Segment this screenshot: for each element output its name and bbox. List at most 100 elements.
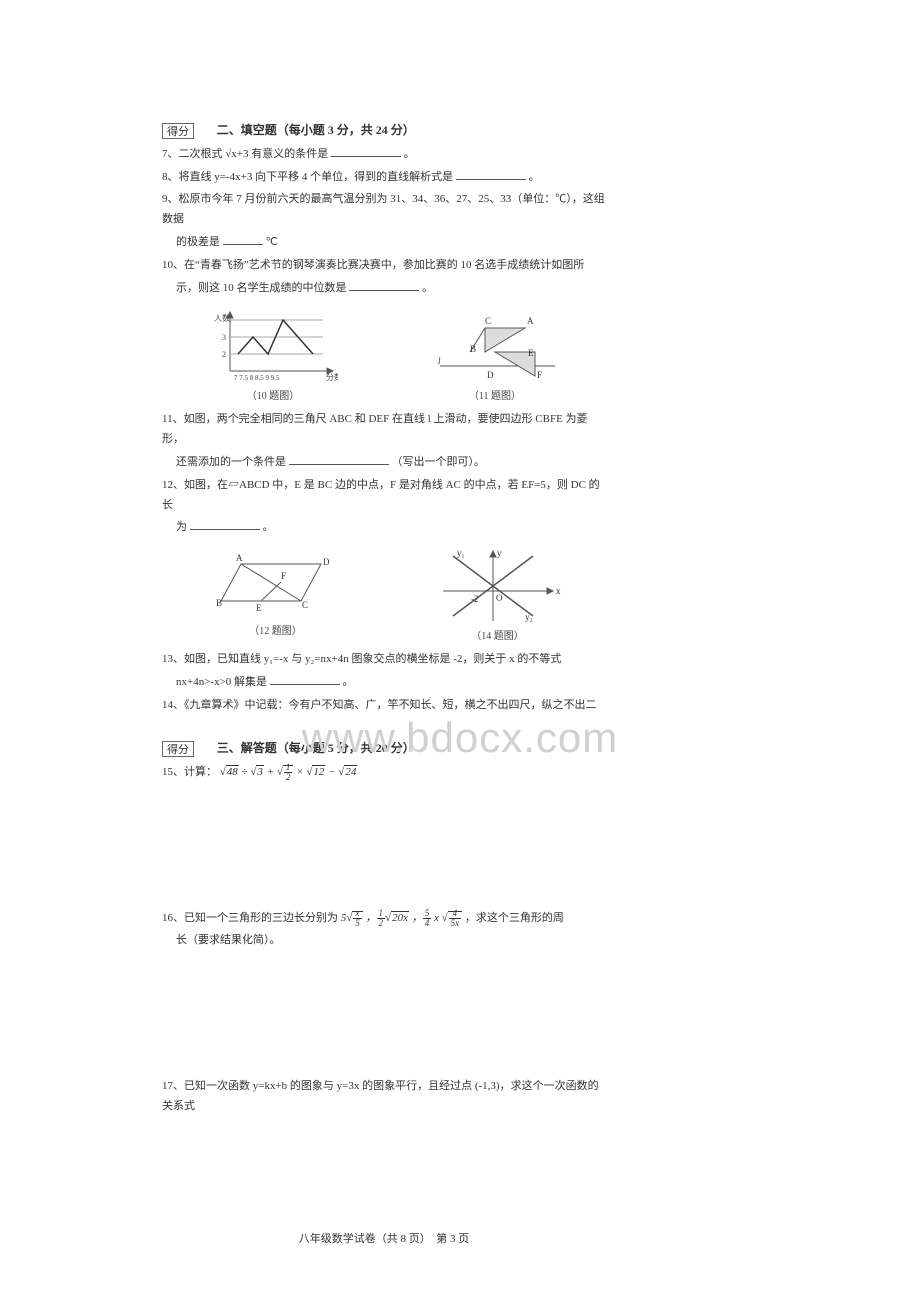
svg-text:C: C (485, 316, 491, 326)
svg-text:y₂: y₂ (525, 612, 533, 622)
svg-text:x: x (556, 586, 561, 596)
q16-workarea[interactable] (162, 954, 606, 1074)
question-12-line2: 为 。 (176, 518, 606, 538)
question-10-line2: 示，则这 10 名学生成绩的中位数是 。 (176, 279, 606, 299)
svg-text:O: O (496, 593, 503, 603)
figure-12: A D B C E F （12 题图） (206, 546, 346, 646)
question-13-line1: 13、如图，已知直线 y₁=-x 与 y₂=nx+4n 图象交点的横坐标是 -2… (162, 650, 606, 670)
fig10-caption: （10 题图） (208, 388, 338, 406)
fig14-caption: （14 题图） (433, 628, 563, 646)
svg-text:E: E (256, 603, 262, 613)
q15-workarea[interactable] (162, 786, 606, 906)
svg-text:C: C (302, 600, 308, 610)
fig11-caption: （11 题图） (430, 388, 560, 406)
q14a: 14、《九章算术》中记载：今有户不知高、广，竿不知长、短，横之不出四尺，纵之不出… (162, 699, 597, 711)
question-10-line1: 10、在“青春飞扬”艺术节的钢琴演奏比赛决赛中，参加比赛的 10 名选手成绩统计… (162, 256, 606, 276)
figure-14: x y -2 O y₁ y₂ （14 题图） (433, 546, 563, 646)
q10b: 示，则这 10 名学生成绩的中位数是 (176, 282, 347, 294)
svg-text:D: D (487, 370, 494, 380)
q11-blank[interactable] (289, 453, 389, 465)
q9a: 9、松原市今年 7 月份前六天的最高气温分别为 31、34、36、27、25、3… (162, 193, 605, 225)
q11-end: （写出一个即可）。 (392, 456, 486, 468)
svg-text:B: B (470, 344, 476, 354)
figure-10-svg: 人数 3 2 分数 7 7.5 8 8.5 9 9.5 (208, 306, 338, 386)
q12-blank[interactable] (190, 518, 260, 530)
q17-text: 17、已知一次函数 y=kx+b 的图象与 y=3x 的图象平行，且经过点 (-… (162, 1080, 599, 1112)
question-13-line2: nx+4n>-x>0 解集是 。 (176, 673, 606, 693)
question-17: 17、已知一次函数 y=kx+b 的图象与 y=3x 的图象平行，且经过点 (-… (162, 1077, 606, 1117)
question-12-line1: 12、如图，在▱ABCD 中，E 是 BC 边的中点，F 是对角线 AC 的中点… (162, 476, 606, 516)
question-16-line1: 16、已知一个三角形的三边长分别为 5x5 ，1220x ，54 x 45x ，… (162, 909, 606, 929)
page3-footer-text: 八年级数学试卷（共 8 页） 第 3 页 (299, 1233, 470, 1245)
question-11-line1: 11、如图，两个完全相同的三角尺 ABC 和 DEF 在直线 l 上滑动，要使四… (162, 410, 606, 450)
svg-text:F: F (537, 370, 542, 380)
section-3-header: 得分 三、解答题（每小题 5 分，共 20 分） (162, 738, 606, 760)
svg-text:y₁: y₁ (457, 548, 465, 558)
q7-text: 7、二次根式 √x+3 有意义的条件是 (162, 148, 328, 160)
svg-text:A: A (527, 316, 534, 326)
svg-text:-2: -2 (471, 594, 479, 604)
svg-text:D: D (323, 557, 330, 567)
q7-end: 。 (404, 148, 415, 160)
q16c: 长（要求结果化简）。 (176, 934, 281, 946)
q13-blank[interactable] (270, 673, 340, 685)
q8-end: 。 (529, 171, 540, 183)
svg-text:人数: 人数 (214, 313, 230, 323)
q9b: 的极差是 (176, 236, 220, 248)
q11b: 还需添加的一个条件是 (176, 456, 286, 468)
q10-end: 。 (422, 282, 433, 294)
svg-text:F: F (281, 571, 286, 581)
question-7: 7、二次根式 √x+3 有意义的条件是 。 (162, 145, 606, 165)
section-2-header: 得分 二、填空题（每小题 3 分，共 24 分） (162, 120, 606, 142)
q8-text: 8、将直线 y=-4x+3 向下平移 4 个单位，得到的直线解析式是 (162, 171, 453, 183)
fig12-caption: （12 题图） (206, 623, 346, 641)
section-3-title: 三、解答题（每小题 5 分，共 20 分） (217, 738, 415, 760)
figure-row-10-11: 人数 3 2 分数 7 7.5 8 8.5 9 9.5 （10 题图） C A … (162, 306, 606, 406)
q13a: 13、如图，已知直线 y₁=-x 与 y₂=nx+4n 图象交点的横坐标是 -2… (162, 653, 561, 665)
q10-blank[interactable] (349, 279, 419, 291)
q9-end: ℃ (266, 236, 278, 248)
q16a: 16、已知一个三角形的三边长分别为 (162, 912, 338, 924)
figure-12-svg: A D B C E F (206, 546, 346, 621)
figure-row-12-14: A D B C E F （12 题图） x y (162, 546, 606, 646)
q12-end: 。 (263, 521, 274, 533)
page3-footer: 八年级数学试卷（共 8 页） 第 3 页 (162, 1230, 606, 1250)
svg-text:E: E (528, 348, 534, 358)
question-9-line2: 的极差是 ℃ (176, 233, 606, 253)
question-15: 15、计算： 48 ÷ 3 + 12 × 12 − 24 (162, 763, 606, 783)
q7-blank[interactable] (331, 145, 401, 157)
q12b: 为 (176, 521, 187, 533)
q13-end: 。 (343, 676, 354, 688)
q11a: 11、如图，两个完全相同的三角尺 ABC 和 DEF 在直线 l 上滑动，要使四… (162, 413, 588, 445)
score-box-3: 得分 (162, 741, 194, 757)
figure-10: 人数 3 2 分数 7 7.5 8 8.5 9 9.5 （10 题图） (208, 306, 338, 406)
question-11-line2: 还需添加的一个条件是 （写出一个即可）。 (176, 453, 606, 473)
svg-text:A: A (236, 553, 243, 563)
svg-text:分数: 分数 (326, 372, 338, 382)
q8-blank[interactable] (456, 168, 526, 180)
figure-11-svg: C A B E D F l (430, 306, 560, 386)
svg-text:7 7.5 8 8.5 9 9.5: 7 7.5 8 8.5 9 9.5 (234, 374, 280, 382)
exam-page-3: 得分 三、解答题（每小题 5 分，共 20 分） 15、计算： 48 ÷ 3 +… (162, 720, 606, 1250)
svg-text:B: B (216, 598, 222, 608)
section-2-title: 二、填空题（每小题 3 分，共 24 分） (217, 120, 415, 142)
svg-text:3: 3 (222, 333, 226, 342)
question-16-line2: 长（要求结果化简）。 (176, 931, 606, 951)
q12a: 12、如图，在▱ABCD 中，E 是 BC 边的中点，F 是对角线 AC 的中点… (162, 479, 600, 511)
svg-text:l: l (438, 356, 441, 366)
svg-text:2: 2 (222, 350, 226, 359)
q15-label: 15、计算： (162, 766, 217, 778)
q17-workarea[interactable] (162, 1120, 606, 1220)
q10a: 10、在“青春飞扬”艺术节的钢琴演奏比赛决赛中，参加比赛的 10 名选手成绩统计… (162, 259, 584, 271)
question-8: 8、将直线 y=-4x+3 向下平移 4 个单位，得到的直线解析式是 。 (162, 168, 606, 188)
q9-blank[interactable] (223, 233, 263, 245)
figure-14-svg: x y -2 O y₁ y₂ (433, 546, 563, 626)
svg-text:y: y (497, 548, 502, 558)
q16b: ，求这个三角形的周 (465, 912, 564, 924)
q16-expr: 5x5 ，1220x ，54 x 45x (341, 912, 465, 924)
q15-expr: 48 ÷ 3 + 12 × 12 − 24 (220, 766, 358, 778)
question-14-line1: 14、《九章算术》中记载：今有户不知高、广，竿不知长、短，横之不出四尺，纵之不出… (162, 696, 606, 716)
figure-11: C A B E D F l （11 题图） (430, 306, 560, 406)
score-box-2: 得分 (162, 123, 194, 139)
question-9-line1: 9、松原市今年 7 月份前六天的最高气温分别为 31、34、36、27、25、3… (162, 190, 606, 230)
